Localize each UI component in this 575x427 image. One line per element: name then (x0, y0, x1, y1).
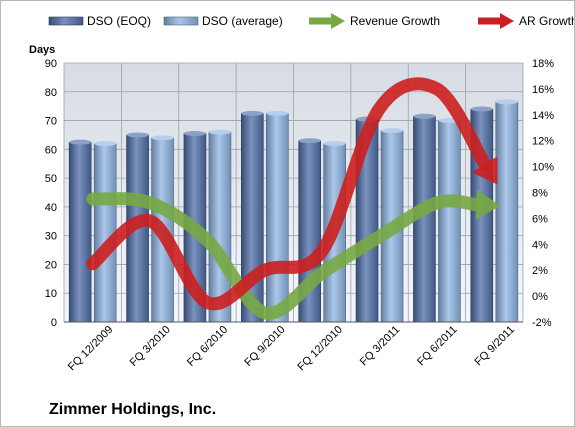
y-left-tick-label: 50 (45, 173, 57, 185)
legend-label: DSO (average) (202, 14, 283, 28)
y-right-tick-label: -2% (532, 317, 552, 329)
y-left-tick-label: 20 (45, 259, 57, 271)
y-right-tick-label: 0% (532, 291, 548, 303)
bar-cap (208, 129, 231, 135)
bar-cap (69, 139, 92, 145)
x-tick-label: FQ 9/2011 (472, 324, 517, 369)
y-right-tick-label: 16% (532, 84, 554, 96)
y-left-tick-label: 30 (45, 231, 57, 243)
trend-arrowhead (475, 189, 501, 220)
y-left-tick-label: 70 (45, 116, 57, 128)
y-right-tick-label: 4% (532, 239, 548, 251)
bar-cap (323, 141, 346, 147)
x-tick-label: FQ 12/2009 (66, 324, 116, 374)
y-left-tick-label: 0 (51, 317, 57, 329)
bar-cap (470, 106, 493, 112)
y-left-tick-label: 90 (45, 58, 57, 70)
trend-line (86, 77, 492, 311)
y-left-tick-label: 60 (45, 144, 57, 156)
x-tick-label: FQ 3/2010 (128, 324, 173, 369)
bar-cap (495, 99, 518, 105)
bar-cap (266, 110, 289, 116)
legend-arrow-head (331, 13, 345, 29)
y-right-tick-label: 8% (532, 188, 548, 200)
y-left-tick-label: 80 (45, 87, 57, 99)
legend-arrow-head (500, 13, 514, 29)
bar (266, 113, 289, 323)
y-right-tick-label: 2% (532, 265, 548, 277)
y-right-tick-label: 18% (532, 58, 554, 70)
bar (93, 143, 117, 323)
bar (438, 120, 461, 323)
y-right-tick-label: 10% (532, 162, 554, 174)
bar-cap (183, 131, 206, 137)
bar (495, 101, 519, 323)
bar-cap (241, 110, 264, 116)
chart-title: Zimmer Holdings, Inc. (49, 401, 216, 418)
x-tick-label: FQ 6/2010 (185, 324, 230, 369)
x-tick-label: FQ 12/2010 (295, 324, 345, 374)
y-left-tick-label: 40 (45, 202, 57, 214)
bar-cap (151, 135, 174, 141)
legend-label: AR Growth (519, 14, 574, 28)
trend-arrowhead (472, 156, 498, 185)
y-right-tick-label: 14% (532, 110, 554, 122)
legend-swatch (48, 16, 84, 26)
y-right-tick-label: 6% (532, 213, 548, 225)
legend-label: DSO (EOQ) (87, 14, 151, 28)
trend-line (86, 192, 483, 320)
legend-swatch (163, 16, 199, 26)
legend-label: Revenue Growth (350, 14, 440, 28)
x-tick-label: FQ 6/2011 (415, 324, 460, 369)
y-axis-title: Days (29, 44, 55, 56)
y-left-tick-label: 10 (45, 288, 57, 300)
bar-cap (94, 141, 117, 147)
bar-cap (381, 128, 404, 134)
bar-cap (126, 132, 149, 138)
y-right-tick-label: 12% (532, 136, 554, 148)
bar-cap (298, 138, 321, 144)
x-tick-label: FQ 9/2010 (242, 324, 287, 369)
bar (68, 141, 92, 323)
x-tick-label: FQ 3/2011 (358, 324, 403, 369)
bar-cap (413, 113, 436, 119)
